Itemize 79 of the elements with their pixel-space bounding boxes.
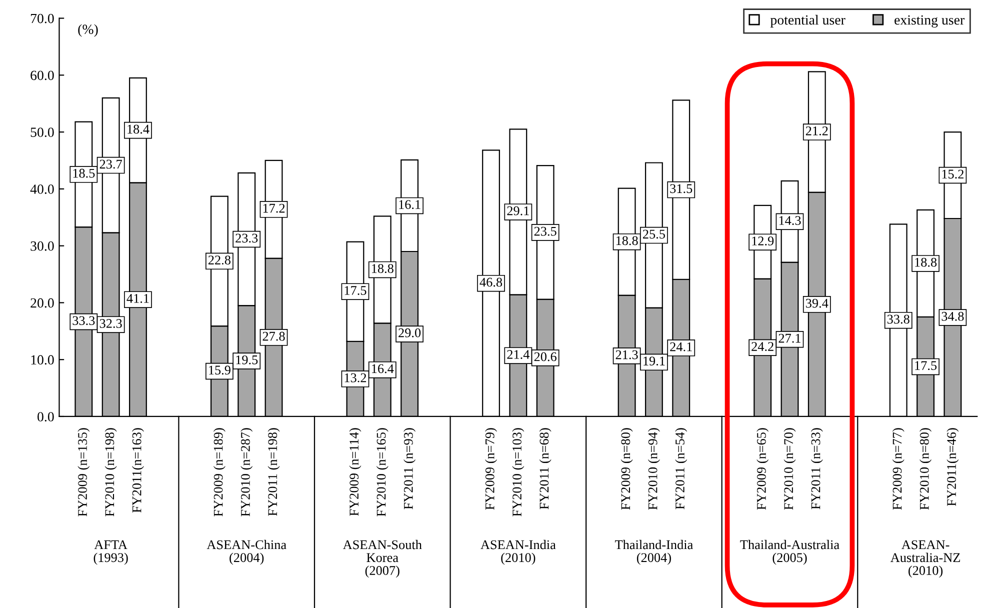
x-tick-label: FY2010 (n=198): [104, 428, 117, 516]
data-label: 13.2: [344, 373, 366, 382]
data-label: 18.8: [616, 236, 638, 246]
data-label: 16.1: [399, 200, 420, 210]
data-label: 33.8: [887, 314, 910, 324]
x-tick-label: FY2011(n=163): [132, 428, 144, 513]
data-label: 41.1: [126, 294, 149, 303]
y-tick-label: 70.0: [30, 14, 54, 24]
y-tick-label: 30.0: [30, 241, 54, 251]
data-label: 39.4: [806, 298, 828, 308]
x-tick-label: FY2011 (n=93): [404, 428, 416, 510]
data-label: 18.8: [372, 264, 394, 274]
data-label: 17.5: [915, 361, 937, 370]
data-label: 25.5: [642, 230, 665, 239]
x-tick-label: FY2009 (n=114): [349, 428, 362, 516]
data-label: 12.9: [752, 236, 774, 246]
data-label: 18.5: [73, 168, 95, 178]
data-label: 32.3: [100, 319, 122, 328]
y-tick-label: 50.0: [30, 128, 54, 138]
data-label: 46.8: [480, 278, 502, 287]
x-tick-label: FY2009 (n=189): [213, 428, 226, 516]
data-label: 24.2: [752, 342, 774, 351]
data-label: 14.3: [779, 216, 801, 225]
y-tick-label: 10.0: [31, 355, 54, 365]
data-label: 33.3: [72, 316, 95, 326]
x-tick-label: FY2011 (n=198): [268, 428, 280, 516]
text: Thailand-Australia (2005): [740, 540, 840, 565]
y-tick-label: 20.0: [30, 298, 54, 308]
data-label: 17.2: [263, 204, 285, 213]
data-label: 17.5: [344, 286, 366, 295]
data-label: 22.8: [208, 256, 230, 265]
text: AFTA (1993): [94, 540, 128, 565]
data-label: 34.8: [942, 312, 964, 321]
text: ASEAN-China (2004): [206, 540, 286, 565]
data-label: 21.4: [507, 350, 530, 359]
y-axis-title: (%): [78, 24, 98, 37]
data-label: 27.1: [778, 334, 800, 343]
x-tick-label: FY2010 (n=70): [784, 428, 796, 510]
data-label: 29.1: [507, 206, 529, 216]
y-tick-label: 0.0: [38, 412, 54, 422]
data-label: 15.2: [942, 170, 964, 179]
x-tick-label: FY2011 (n=54): [675, 428, 688, 510]
x-tick-label: FY2011 (n=68): [539, 428, 552, 510]
text: ASEAN- Australia-NZ (2010): [890, 540, 960, 578]
data-label: 15.9: [209, 366, 230, 375]
x-tick-label: FY2009 (n=77): [892, 428, 904, 510]
data-label: 23.3: [236, 234, 258, 243]
data-label: 21.3: [616, 350, 638, 360]
data-label: 19.5: [236, 355, 258, 364]
x-tick-label: FY2011 (n=33): [810, 428, 823, 510]
legend-label: existing user: [894, 15, 965, 28]
x-tick-label: FY2011(n=46): [946, 428, 959, 506]
data-label: 23.5: [534, 226, 556, 236]
x-tick-label: FY2010 (n=103): [512, 428, 524, 516]
x-tick-label: FY2009 (n=79): [485, 428, 497, 510]
x-tick-label: FY2010 (n=94): [648, 428, 660, 510]
text: Thailand-India (2004): [615, 540, 693, 565]
x-tick-label: FY2009 (n=80): [620, 428, 633, 510]
data-label: 19.1: [644, 356, 665, 366]
x-tick-label: FY2010 (n=165): [376, 428, 388, 516]
x-tick-label: FY2009 (n=135): [78, 428, 90, 516]
data-label: 24.1: [670, 342, 692, 352]
x-tick-label: FY2010 (n=80): [920, 428, 932, 510]
legend-label: potential user: [770, 14, 846, 28]
y-tick-label: 40.0: [30, 184, 54, 194]
data-label: 29.0: [398, 328, 421, 338]
x-tick-label: FY2010 (n=287): [240, 428, 253, 516]
data-label: 31.5: [670, 184, 692, 194]
data-label: 27.8: [262, 332, 285, 341]
data-label: 23.7: [100, 160, 122, 169]
y-tick-label: 60.0: [30, 70, 54, 80]
data-label: 21.2: [806, 126, 828, 136]
x-tick-label: FY2009 (n=65): [756, 428, 769, 510]
text: ASEAN-India (2010): [480, 540, 556, 565]
data-label: 20.6: [534, 352, 556, 362]
data-label: 16.4: [372, 364, 394, 374]
text: ASEAN-South Korea (2007): [342, 540, 422, 578]
data-label: 18.4: [128, 124, 150, 134]
data-label: 18.8: [915, 258, 937, 267]
